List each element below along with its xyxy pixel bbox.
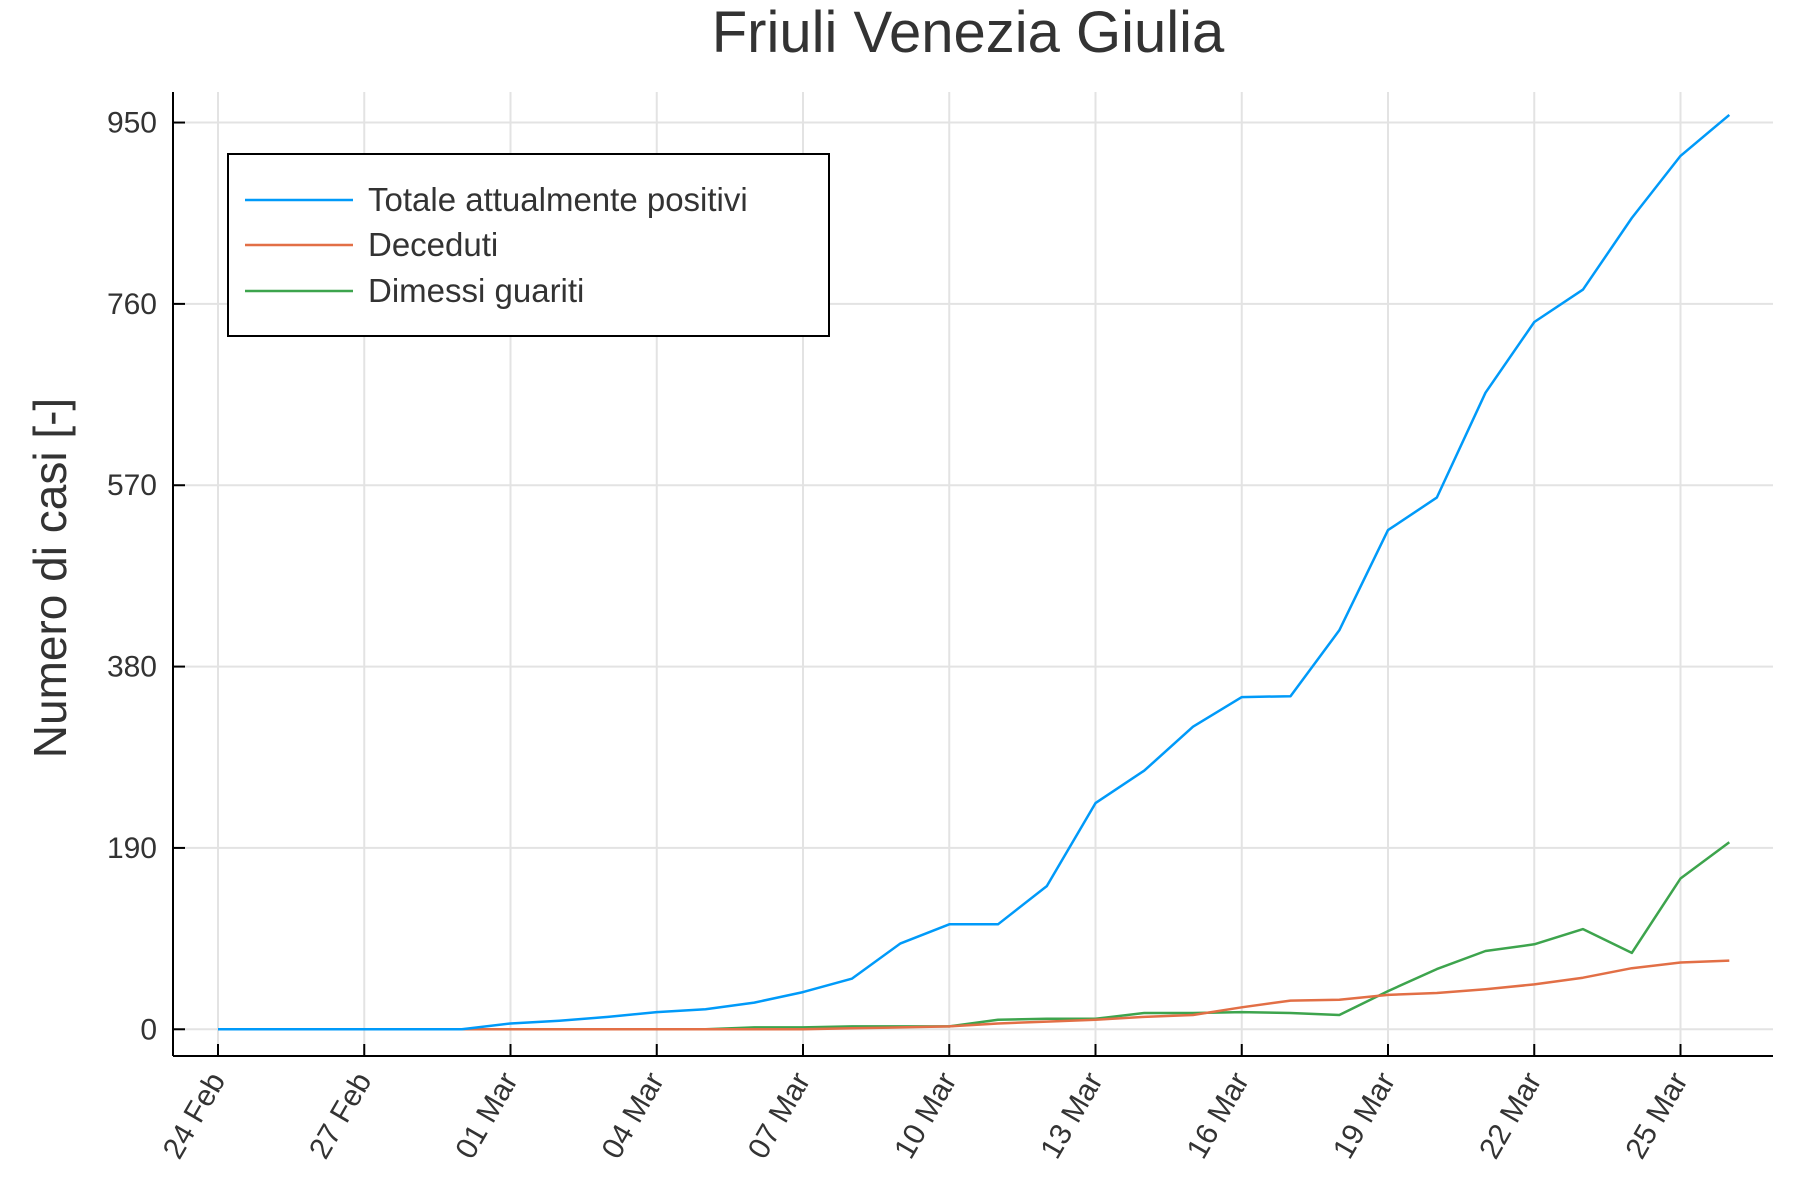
x-tick-label: 04 Mar	[596, 1067, 671, 1164]
y-tick-label: 0	[140, 1013, 157, 1046]
x-tick-label: 16 Mar	[1181, 1067, 1256, 1164]
x-tick-label: 22 Mar	[1473, 1067, 1548, 1164]
series-line-deceduti	[218, 959, 1730, 1031]
series-line-guariti	[218, 841, 1731, 1031]
x-tick-label: 13 Mar	[1034, 1067, 1109, 1164]
x-tick-label: 01 Mar	[449, 1067, 524, 1164]
x-tick-label: 19 Mar	[1327, 1067, 1402, 1164]
y-tick-label: 950	[107, 107, 157, 140]
series-lines	[218, 113, 1731, 1031]
legend-label-positivi: Totale attualmente positivi	[368, 181, 748, 218]
x-tick-label: 25 Mar	[1619, 1067, 1694, 1164]
legend: Totale attualmente positivi Deceduti Dim…	[227, 153, 830, 337]
chart-title: Friuli Venezia Giulia	[712, 0, 1225, 65]
legend-label-guariti: Dimessi guariti	[368, 272, 584, 309]
x-tick-label: 10 Mar	[888, 1067, 963, 1164]
legend-label-deceduti: Deceduti	[368, 226, 498, 263]
series-line-positivi	[218, 113, 1731, 1031]
axes	[172, 92, 1773, 1057]
y-tick-label: 570	[107, 469, 157, 502]
x-tick-label: 24 Feb	[157, 1067, 232, 1164]
x-tick-label: 07 Mar	[742, 1067, 817, 1164]
y-tick-label: 190	[107, 832, 157, 865]
y-tick-label: 380	[107, 651, 157, 684]
y-tick-label: 760	[107, 288, 157, 321]
x-tick-label: 27 Feb	[303, 1067, 378, 1164]
y-axis-label: Numero di casi [-]	[24, 398, 76, 758]
